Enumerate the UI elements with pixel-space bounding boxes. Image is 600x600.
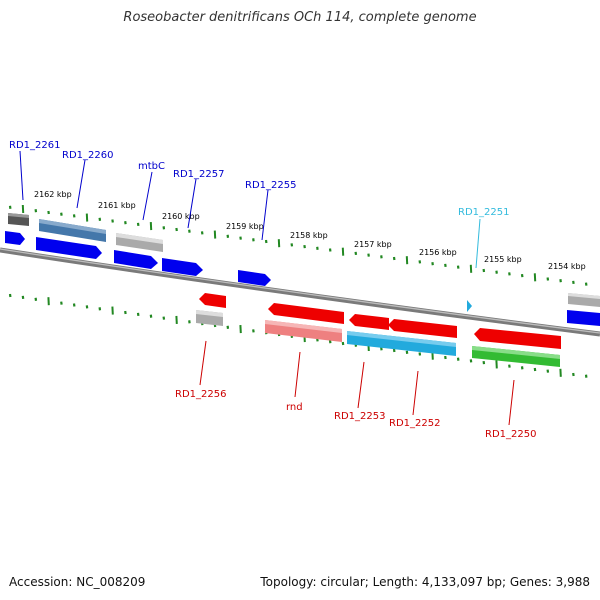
gene-label-rd1-2257[interactable]: RD1_2257	[173, 169, 224, 180]
gene-arrow-rd1-2255[interactable]	[238, 270, 271, 286]
top-tick-row	[8, 204, 588, 286]
leader-line-rd1-2252	[412, 370, 419, 416]
accession-text: Accession: NC_008209	[9, 575, 146, 589]
gene-arrow-rd1-2250[interactable]	[474, 328, 561, 349]
leader-line-mtbc	[142, 171, 153, 221]
gene-rd1-2256-shade	[196, 310, 223, 317]
ruler-label-2156: 2156 kbp	[419, 248, 457, 257]
gene-label-rd1-2255[interactable]: RD1_2255	[245, 180, 296, 191]
gene-label-rd1-2253[interactable]: RD1_2253	[334, 411, 385, 422]
gene-label-rd1-2251[interactable]: RD1_2251	[458, 207, 509, 218]
leader-line-rnd	[294, 351, 301, 398]
ruler-label-2162: 2162 kbp	[34, 190, 72, 199]
genome-backbone-highlight	[0, 248, 600, 334]
leader-line-rd1-2250	[508, 379, 515, 426]
gene-label-rd1-2250[interactable]: RD1_2250	[485, 429, 536, 440]
leader-line-rd1-2253	[357, 361, 365, 409]
gene-label-mtbc[interactable]: mtbC	[138, 161, 165, 172]
gene-arrow-mtbc[interactable]	[114, 250, 158, 269]
leader-line-rd1-2257	[187, 178, 197, 229]
gene-rd1-2250-shade	[472, 346, 560, 359]
ruler-label-2160: 2160 kbp	[162, 212, 200, 221]
gene-arrow-rd1-2257[interactable]	[162, 258, 203, 276]
ruler-label-2158: 2158 kbp	[290, 231, 328, 240]
topology-text: Topology: circular; Length: 4,133,097 bp…	[260, 575, 590, 589]
gene-arrow-rnd[interactable]	[268, 303, 344, 324]
map-title: Roseobacter denitrificans OCh 114, compl…	[123, 10, 477, 25]
gene-label-rd1-2260[interactable]: RD1_2260	[62, 150, 113, 161]
gene-label-rd1-2261[interactable]: RD1_2261	[9, 140, 60, 151]
gene-mtbc-shade	[116, 233, 163, 244]
gene-rnd-shade	[265, 320, 342, 333]
gene-label-rnd[interactable]: rnd	[286, 402, 303, 413]
forward-strand-features	[5, 213, 600, 326]
gene-label-rd1-2256[interactable]: RD1_2256	[175, 389, 226, 400]
genome-backbone	[0, 247, 600, 337]
gene-rd1-2252-shade	[347, 331, 456, 347]
leader-line-rd1-2261	[19, 150, 24, 201]
leader-line-rd1-2255	[261, 189, 269, 241]
gene-arrow-rd1-2256[interactable]	[199, 293, 226, 308]
ruler-label-2154: 2154 kbp	[548, 262, 586, 271]
bottom-tick-row	[8, 293, 588, 378]
gene-rd1-2260-shade	[39, 219, 106, 234]
gene-rd1-2261-shade	[8, 213, 29, 218]
gene-arrow-rd1-2253[interactable]	[349, 314, 389, 330]
gene-arrow-rd1-2252[interactable]	[388, 319, 457, 338]
gene-grey-right-shade	[568, 293, 600, 299]
leader-line-rd1-2251	[475, 218, 481, 269]
ruler-label-2159: 2159 kbp	[226, 222, 264, 231]
gene-label-rd1-2252[interactable]: RD1_2252	[389, 418, 440, 429]
gene-arrow-rd1-2261[interactable]	[5, 231, 25, 245]
reverse-strand-features	[196, 293, 561, 367]
ruler-label-2161: 2161 kbp	[98, 201, 136, 210]
gene-arrow-blue-right[interactable]	[567, 310, 600, 326]
leader-line-rd1-2256	[199, 340, 207, 386]
leader-line-rd1-2260	[76, 159, 86, 209]
ruler-label-2155: 2155 kbp	[484, 255, 522, 264]
gene-arrow-rd1-2260[interactable]	[36, 237, 102, 259]
ruler-label-2157: 2157 kbp	[354, 240, 392, 249]
gene-arrow-rd1-2251[interactable]	[467, 300, 472, 312]
